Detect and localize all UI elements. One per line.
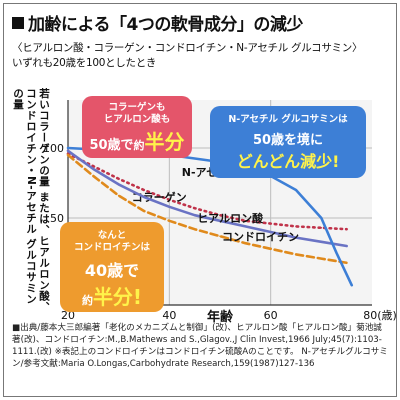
y-axis-label: 若いコラーゲンの量 または、ヒアルロン酸、コンドロイチン・N-アセチル グルコサ… [12, 88, 50, 313]
callout-nacetyl: N-アセチル グルコサミンは 50歳を境に どんどん減少! [210, 106, 366, 178]
series-point [320, 241, 323, 243]
series-point [92, 168, 95, 170]
callout-nacetyl-line1: N-アセチル グルコサミンは [228, 114, 348, 125]
series-point [193, 207, 196, 209]
series-point [320, 257, 323, 260]
callout-chondroitin-line1: なんと [97, 230, 127, 241]
series-point [269, 248, 272, 250]
series-point [219, 220, 221, 222]
callout-collagen-line2: ヒアルロン酸も [103, 114, 171, 125]
y-tick-label: 50 [50, 212, 64, 225]
callout-collagen: コラーゲンも ヒアルロン酸も 50歳で約半分 [82, 96, 192, 158]
figure-frame [3, 3, 397, 397]
figure-title: 加齢による「4つの軟骨成分」の減少 [12, 10, 303, 35]
source-citation: ■出典/藤本大三郎編著「老化のメカニズムと制御」(改)、ヒアルロン酸「ヒアルロン… [12, 323, 388, 369]
series-point [335, 252, 338, 254]
series-point [295, 253, 297, 256]
series-point [350, 284, 353, 287]
callout-chondroitin-age: 40歳で [84, 261, 140, 280]
series-point [168, 206, 171, 208]
series-point [168, 199, 171, 201]
series-point [219, 235, 221, 237]
series-point [143, 210, 145, 212]
series-point [67, 154, 69, 156]
series-point [117, 183, 120, 186]
series-line-1 [66, 149, 348, 248]
series-point [117, 178, 120, 180]
series-point [345, 245, 348, 247]
series-label: ヒアルロン酸 [197, 211, 264, 225]
series-line-2 [66, 153, 348, 265]
series-point [244, 220, 247, 222]
x-axis-label: 年齢 [207, 309, 234, 325]
callout-collagen-age: 50歳で [89, 138, 134, 153]
series-line-0 [66, 152, 348, 231]
figure-note: いずれも20歳を100としたとき [12, 57, 157, 69]
x-tick-label: 20 [61, 309, 75, 322]
series-label: コラーゲン [132, 190, 187, 204]
callout-nacetyl-drop: どんどん減少! [236, 152, 340, 171]
series-point [345, 262, 348, 264]
series-point [193, 228, 196, 230]
callout-chondroitin: なんと コンドロイチンは 40歳で 約半分! [60, 222, 164, 312]
x-tick-label: 40 [162, 309, 176, 322]
x-tick-label: 80(歳) [363, 309, 397, 322]
series-point [320, 217, 323, 219]
series-point [168, 220, 171, 222]
series-label: コンドロイチン [222, 230, 299, 243]
series-point [117, 194, 120, 197]
series-point [345, 228, 348, 230]
series-point [92, 165, 95, 167]
series-point [295, 225, 297, 228]
callout-collagen-line1: コラーゲンも [108, 102, 166, 113]
series-point [193, 214, 196, 216]
series-point [295, 189, 297, 191]
series-point [244, 225, 247, 228]
series-point [269, 222, 272, 225]
series-point [320, 227, 323, 229]
callout-chondroitin-half: 半分! [92, 285, 143, 309]
callout-collagen-half: 半分 [144, 130, 185, 154]
callout-nacetyl-age: 50歳を境に [252, 133, 324, 148]
series-point [67, 147, 69, 149]
square-bullet-icon [12, 17, 24, 29]
figure-subtitle: 〈ヒアルロン酸・コラーゲン・コンドロイチン・N-アセチル グルコサミン〉 [12, 42, 363, 54]
series-point [143, 196, 145, 198]
series-point [219, 214, 221, 216]
series-point [269, 231, 272, 233]
series-point [244, 242, 247, 244]
callout-collagen-about: 約 [133, 139, 145, 152]
series-point [143, 189, 145, 191]
callout-chondroitin-about: 約 [81, 294, 93, 307]
series-point [67, 150, 69, 152]
y-tick-label: 100 [43, 142, 64, 155]
series-point [92, 175, 95, 177]
series-point [295, 236, 297, 239]
callout-chondroitin-line2: コンドロイチンは [73, 242, 150, 253]
x-tick-label: 60 [264, 309, 278, 322]
